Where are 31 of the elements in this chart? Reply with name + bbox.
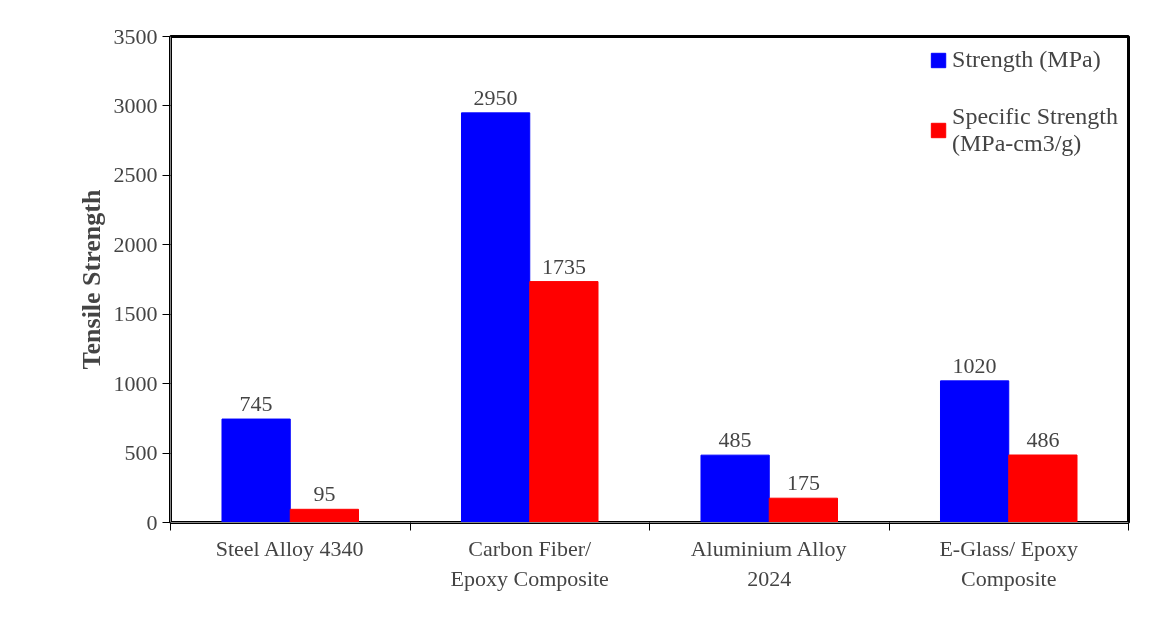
y-tick-label: 500 — [124, 440, 158, 466]
y-tick-label: 0 — [146, 509, 158, 535]
y-tick-label: 2500 — [113, 162, 158, 188]
data-label: 1020 — [952, 352, 997, 378]
data-label: 485 — [718, 427, 752, 453]
bar — [768, 497, 839, 523]
bar — [1008, 454, 1078, 523]
y-tick-label: 3500 — [113, 23, 158, 49]
data-label: 175 — [786, 470, 820, 496]
data-label: 486 — [1026, 427, 1060, 453]
data-label: 95 — [313, 481, 336, 507]
bar — [529, 281, 599, 523]
x-tick-label: E-Glass/ Epoxy Composite — [939, 535, 1079, 591]
bar — [289, 508, 360, 523]
bar — [939, 380, 1010, 523]
legend-label: Specific Strength (MPa-cm3/g) — [952, 103, 1118, 157]
x-tick-label: Steel Alloy 4340 — [215, 535, 364, 561]
y-tick-label: 2000 — [113, 231, 158, 257]
data-label: 745 — [239, 391, 273, 417]
data-label: 2950 — [473, 84, 518, 110]
data-label: 1735 — [541, 253, 586, 279]
x-tick-label: Carbon Fiber/ Epoxy Composite — [450, 535, 609, 591]
bar — [700, 454, 770, 523]
bar — [460, 112, 531, 523]
y-axis-title: Tensile Strength — [76, 189, 106, 370]
legend-label: Strength (MPa) — [952, 46, 1101, 73]
bar — [221, 418, 291, 523]
y-tick-label: 1500 — [113, 301, 158, 327]
y-tick-label: 1000 — [113, 370, 158, 396]
y-tick-label: 3000 — [113, 92, 158, 118]
x-tick-label: Aluminium Alloy 2024 — [690, 535, 847, 591]
